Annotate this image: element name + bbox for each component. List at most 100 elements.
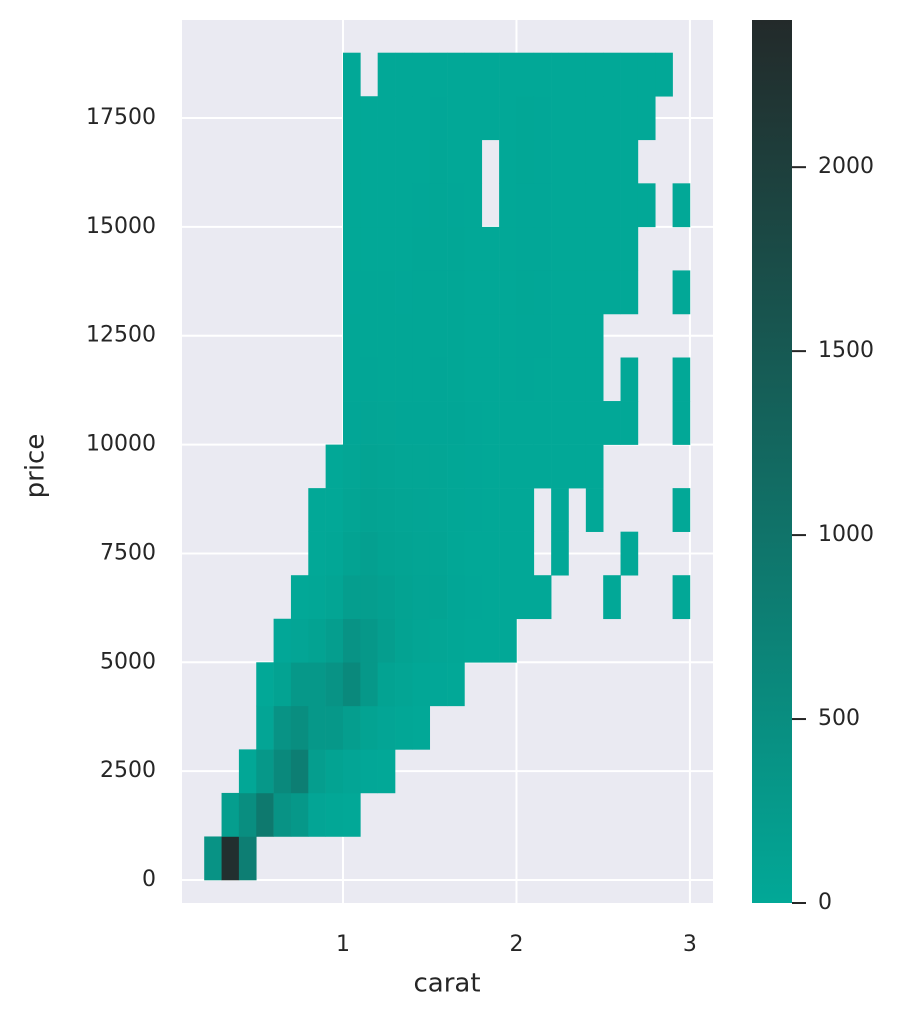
hist-cell (551, 226, 569, 271)
hist-cell (516, 531, 535, 576)
hist-cell (377, 531, 396, 576)
hist-cell (464, 52, 483, 97)
hist-cell (447, 662, 465, 707)
hist-cell (447, 575, 465, 620)
hist-cell (585, 270, 604, 315)
hist-cell (585, 52, 604, 97)
hist-cell (429, 96, 448, 141)
hist-cell (342, 618, 361, 663)
hist-cell (620, 52, 639, 97)
hist-cell (464, 270, 483, 315)
hist-cell (568, 139, 587, 184)
hist-cell (308, 488, 326, 532)
hist-cell (429, 531, 448, 576)
hist-cell (447, 444, 465, 489)
hist-cell (395, 270, 413, 315)
hist-cell (290, 705, 309, 750)
hist-cell (395, 531, 413, 576)
hist-cell (377, 444, 396, 489)
hist-cell (637, 52, 656, 97)
hist-cell (499, 313, 517, 358)
hist-cell (499, 531, 517, 576)
hist-cell (481, 52, 500, 97)
hist-cell (481, 357, 500, 402)
hist-cell (620, 226, 639, 271)
hist-cell (204, 836, 222, 881)
hist-cell (499, 139, 517, 184)
hist-cell (290, 662, 309, 707)
hist-cell (568, 313, 587, 358)
hist-cell (325, 488, 344, 532)
hist-cell (377, 488, 396, 532)
hist-cell (325, 575, 344, 620)
hist-cell (568, 183, 587, 228)
hist-cell (533, 183, 552, 228)
hist-cell (551, 96, 569, 141)
hist-cell (516, 444, 535, 489)
hist-cell (585, 183, 604, 228)
hist-cell (412, 575, 431, 620)
hist-cell (499, 488, 517, 532)
hist-cell (412, 662, 431, 707)
hist-cell (499, 444, 517, 489)
hist-cell (325, 662, 344, 707)
hist-cell (395, 183, 413, 228)
hist-cell (603, 52, 621, 97)
hist-cell (516, 575, 535, 620)
hist-cell (273, 749, 292, 794)
hist-cell (533, 270, 552, 315)
hist-cell (308, 618, 326, 663)
hist-cell (568, 270, 587, 315)
hist-cell (603, 270, 621, 315)
colorbar-tick-label: 500 (818, 706, 860, 731)
hist-cell (360, 705, 378, 750)
hist-cell (568, 226, 587, 271)
hist-cell (395, 313, 413, 358)
hist-cell (256, 705, 274, 750)
y-tick-label: 2500 (100, 758, 156, 783)
hist-cell (637, 96, 656, 141)
hist-cell (429, 662, 448, 707)
hist-cell (360, 183, 378, 228)
hist-cell (464, 531, 483, 576)
hist-cell (395, 401, 413, 445)
hist-cell (464, 183, 483, 228)
hist-cell (377, 357, 396, 402)
hist-cell (342, 488, 361, 532)
y-axis-label: price (21, 434, 51, 499)
colorbar-tick-label: 0 (818, 890, 832, 915)
hist-cell (551, 270, 569, 315)
hist-cell (290, 792, 309, 837)
hist-cell (568, 357, 587, 402)
hist-cell (360, 139, 378, 184)
hist-cell (464, 313, 483, 358)
hist-cell (395, 226, 413, 271)
hist-cell (395, 139, 413, 184)
hist-cell (325, 792, 344, 837)
hist-cell (551, 444, 569, 489)
x-tick-label: 1 (336, 932, 350, 957)
hist-cell (377, 575, 396, 620)
y-tick-label: 10000 (86, 432, 156, 457)
x-axis-label: carat (413, 969, 480, 999)
hist-cell (620, 96, 639, 141)
hist-cell (395, 705, 413, 750)
hist-cell (256, 749, 274, 794)
hist-cell (585, 313, 604, 358)
hist-cell (672, 575, 691, 620)
hist-cell (377, 662, 396, 707)
hist-cell (620, 183, 639, 228)
hist-cell (464, 357, 483, 402)
hist-cell (447, 618, 465, 663)
hist-cell (499, 270, 517, 315)
hist-cell (429, 139, 448, 184)
hist-cell (447, 531, 465, 576)
hist-cell (360, 357, 378, 402)
hist-cell (360, 96, 378, 141)
hist-cell (429, 270, 448, 315)
hist-cell (568, 444, 587, 489)
y-tick-label: 7500 (100, 540, 156, 565)
hist-cell (464, 444, 483, 489)
hist-cell (325, 705, 344, 750)
hist-cell (585, 488, 604, 532)
